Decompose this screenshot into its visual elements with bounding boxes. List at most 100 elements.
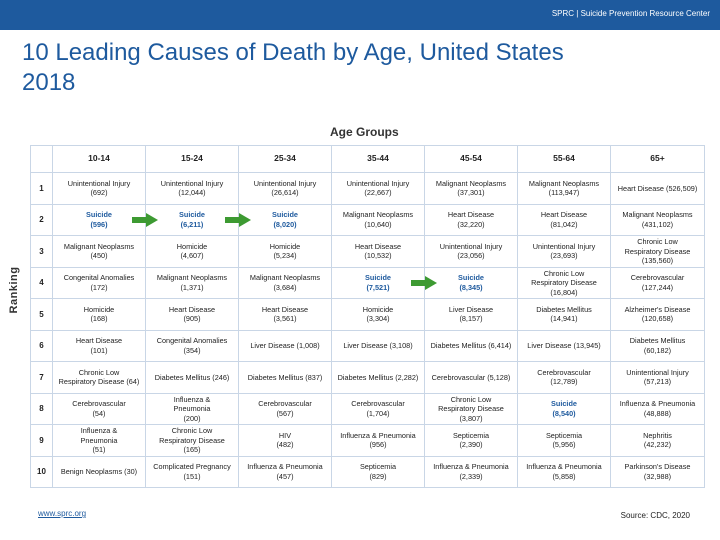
rank-cell: 9 bbox=[30, 424, 53, 457]
cause-cell: Cerebrovascular (5,128) bbox=[424, 361, 518, 394]
table-row: 1 Unintentional Injury (692) Unintentional… bbox=[30, 172, 705, 205]
rank-cell: 3 bbox=[30, 235, 53, 268]
rank-cell: 10 bbox=[30, 455, 53, 488]
column-header: 10-14 bbox=[52, 145, 146, 173]
arrow-icon bbox=[131, 212, 158, 227]
corner-cell bbox=[30, 145, 53, 173]
cause-cell: Septicemia (5,956) bbox=[517, 424, 611, 457]
cause-cell: Malignant Neoplasms (113,947) bbox=[517, 172, 611, 205]
cause-cell: Diabetes Mellitus (837) bbox=[238, 361, 332, 394]
cause-cell: Homicide (5,234) bbox=[238, 235, 332, 268]
cause-cell: Chronic Low Respiratory Disease (3,807) bbox=[424, 392, 518, 425]
website-link[interactable]: www.sprc.org bbox=[38, 509, 87, 518]
source-note: Source: CDC, 2020 bbox=[620, 511, 690, 520]
cause-cell: Liver Disease (3,108) bbox=[331, 329, 425, 362]
table-row: 9 Influenza & Pneumonia (51) Chronic Low R… bbox=[30, 424, 705, 457]
column-header: 25-34 bbox=[238, 145, 332, 173]
header-row: 10-14 15-24 25-34 35-44 45-54 55-64 65+ bbox=[30, 145, 705, 173]
cause-cell: Heart Disease (32,220) bbox=[424, 203, 518, 236]
rank-cell: 1 bbox=[30, 172, 53, 205]
cause-cell: Chronic Low Respiratory Disease (64) bbox=[52, 361, 146, 394]
causes-of-death-table: 10-14 15-24 25-34 35-44 45-54 55-64 65+ 1 Uninte… bbox=[30, 145, 705, 488]
cause-cell: Influenza & Pneumonia (200) bbox=[145, 392, 239, 425]
cause-cell: Unintentional Injury (57,213) bbox=[610, 361, 705, 394]
cause-cell: Cerebrovascular (54) bbox=[52, 392, 146, 425]
rank-cell: 7 bbox=[30, 361, 53, 394]
cause-cell: Malignant Neoplasms (1,371) bbox=[145, 266, 239, 299]
cause-cell: Heart Disease (81,042) bbox=[517, 203, 611, 236]
cause-cell: Malignant Neoplasms (431,102) bbox=[610, 203, 705, 236]
cause-cell: Liver Disease (1,008) bbox=[238, 329, 332, 362]
rank-cell: 2 bbox=[30, 203, 53, 236]
suicide-cell: Suicide (7,521) bbox=[331, 266, 425, 299]
cause-cell: Chronic Low Respiratory Disease (135,560… bbox=[610, 235, 705, 268]
column-header: 15-24 bbox=[145, 145, 239, 173]
age-groups-label: Age Groups bbox=[330, 125, 399, 139]
table-row: 5 Homicide (168) Heart Disease (905) Heart … bbox=[30, 298, 705, 331]
cause-cell: Homicide (4,607) bbox=[145, 235, 239, 268]
cause-cell: Cerebrovascular (1,704) bbox=[331, 392, 425, 425]
cause-cell: Cerebrovascular (12,789) bbox=[517, 361, 611, 394]
table-row: 4 Congenital Anomalies (172) Malignant Neo… bbox=[30, 266, 705, 299]
cause-cell: Liver Disease (13,945) bbox=[517, 329, 611, 362]
cause-cell: Heart Disease (101) bbox=[52, 329, 146, 362]
column-header: 65+ bbox=[610, 145, 705, 173]
cause-cell: Diabetes Mellitus (2,282) bbox=[331, 361, 425, 394]
column-header: 45-54 bbox=[424, 145, 518, 173]
cause-cell: Heart Disease (3,561) bbox=[238, 298, 332, 331]
cause-cell: Septicemia (2,390) bbox=[424, 424, 518, 457]
cause-cell: Parkinson's Disease (32,988) bbox=[610, 455, 705, 488]
cause-cell: Chronic Low Respiratory Disease (16,804) bbox=[517, 266, 611, 299]
suicide-cell: Suicide (596) bbox=[52, 203, 146, 236]
cause-cell: Complicated Pregnancy (151) bbox=[145, 455, 239, 488]
cause-cell: HIV (482) bbox=[238, 424, 332, 457]
suicide-cell: Suicide (8,345) bbox=[424, 266, 518, 299]
cause-cell: Malignant Neoplasms (450) bbox=[52, 235, 146, 268]
table-row: 7 Chronic Low Respiratory Disease (64) Dia… bbox=[30, 361, 705, 394]
cause-cell: Diabetes Mellitus (246) bbox=[145, 361, 239, 394]
table-row: 10 Benign Neoplasms (30) Complicated Pregn… bbox=[30, 455, 705, 488]
cause-cell: Influenza & Pneumonia (2,339) bbox=[424, 455, 518, 488]
cause-cell: Unintentional Injury (23,056) bbox=[424, 235, 518, 268]
cause-cell: Malignant Neoplasms (3,684) bbox=[238, 266, 332, 299]
table-row: 8 Cerebrovascular (54) Influenza & Pneumon… bbox=[30, 392, 705, 425]
cause-cell: Unintentional Injury (23,693) bbox=[517, 235, 611, 268]
suicide-cell: Suicide (8,540) bbox=[517, 392, 611, 425]
cause-cell: Unintentional Injury (12,044) bbox=[145, 172, 239, 205]
cause-cell: Septicemia (829) bbox=[331, 455, 425, 488]
suicide-cell: Suicide (8,020) bbox=[238, 203, 332, 236]
cause-cell: Congenital Anomalies (172) bbox=[52, 266, 146, 299]
suicide-cell: Suicide (6,211) bbox=[145, 203, 239, 236]
cause-cell: Heart Disease (10,532) bbox=[331, 235, 425, 268]
column-header: 35-44 bbox=[331, 145, 425, 173]
cause-cell: Alzheimer's Disease (120,658) bbox=[610, 298, 705, 331]
rank-cell: 4 bbox=[30, 266, 53, 299]
table-row: 6 Heart Disease (101) Congenital Anomalies… bbox=[30, 329, 705, 362]
cause-cell: Unintentional Injury (22,667) bbox=[331, 172, 425, 205]
cause-cell: Malignant Neoplasms (10,640) bbox=[331, 203, 425, 236]
org-label: SPRC | Suicide Prevention Resource Cente… bbox=[551, 9, 710, 18]
ranking-label: Ranking bbox=[8, 266, 20, 314]
arrow-icon bbox=[224, 212, 251, 227]
cause-cell: Homicide (168) bbox=[52, 298, 146, 331]
cause-cell: Influenza & Pneumonia (48,888) bbox=[610, 392, 705, 425]
cause-cell: Heart Disease (526,509) bbox=[610, 172, 705, 205]
cause-cell: Diabetes Mellitus (14,941) bbox=[517, 298, 611, 331]
rank-cell: 5 bbox=[30, 298, 53, 331]
cause-cell: Unintentional Injury (26,614) bbox=[238, 172, 332, 205]
cause-cell: Influenza & Pneumonia (457) bbox=[238, 455, 332, 488]
column-header: 55-64 bbox=[517, 145, 611, 173]
cause-cell: Unintentional Injury (692) bbox=[52, 172, 146, 205]
cause-cell: Heart Disease (905) bbox=[145, 298, 239, 331]
arrow-icon bbox=[410, 275, 437, 290]
cause-cell: Liver Disease (8,157) bbox=[424, 298, 518, 331]
cause-cell: Homicide (3,304) bbox=[331, 298, 425, 331]
cause-cell: Cerebrovascular (127,244) bbox=[610, 266, 705, 299]
cause-cell: Congenital Anomalies (354) bbox=[145, 329, 239, 362]
cause-cell: Influenza & Pneumonia (51) bbox=[52, 424, 146, 457]
cause-cell: Cerebrovascular (567) bbox=[238, 392, 332, 425]
cause-cell: Nephritis (42,232) bbox=[610, 424, 705, 457]
cause-cell: Influenza & Pneumonia (956) bbox=[331, 424, 425, 457]
table-row: 3 Malignant Neoplasms (450) Homicide (4,60… bbox=[30, 235, 705, 268]
table-row: 2 Suicide (596) Suicide (6,211) Suicide (8,… bbox=[30, 203, 705, 236]
